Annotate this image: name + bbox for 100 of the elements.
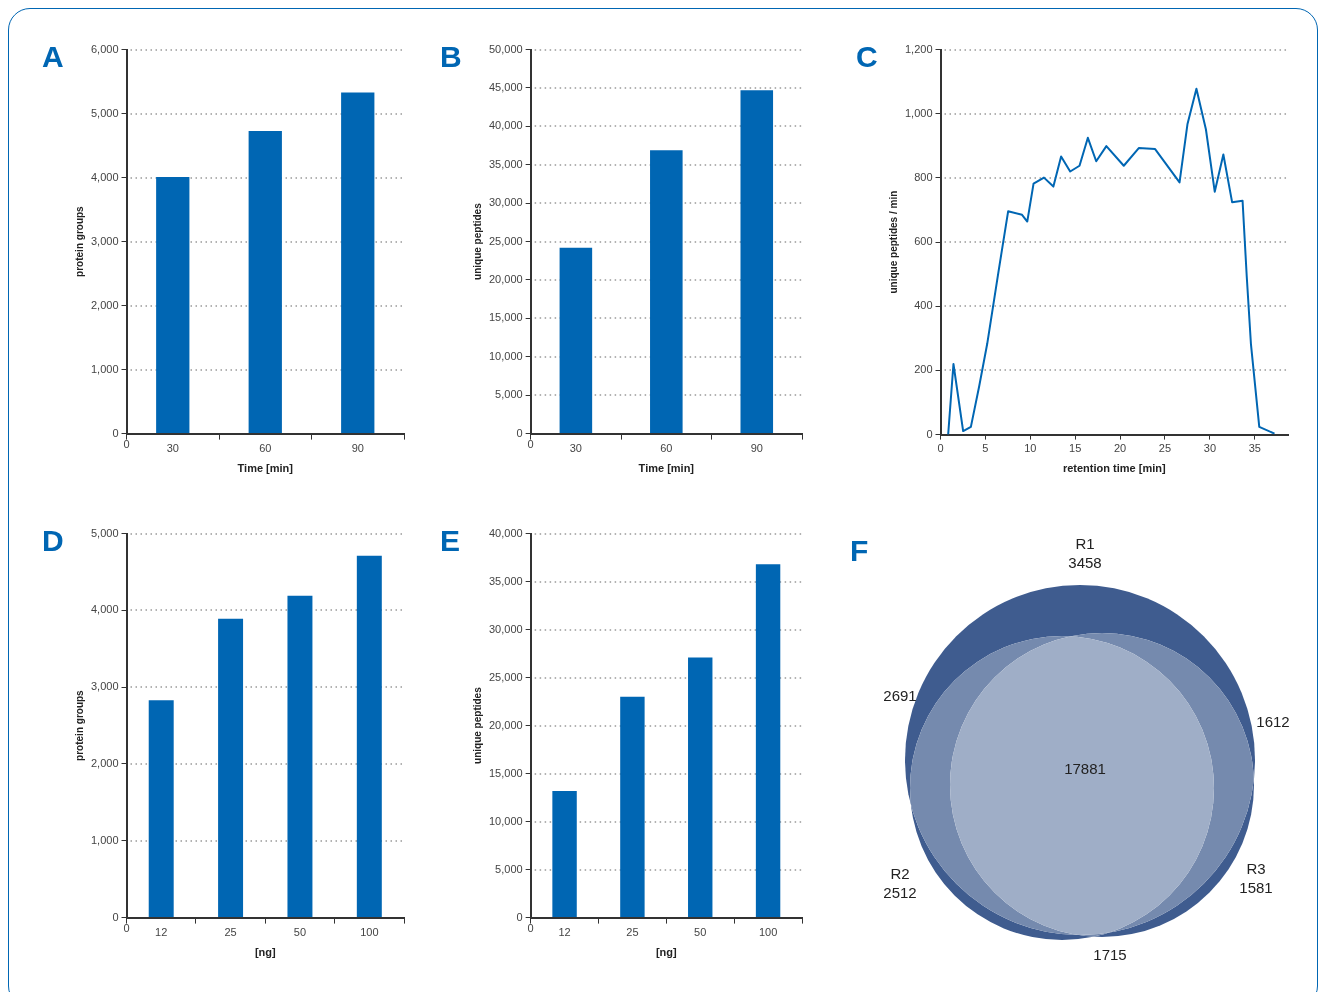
x-axis-title: Time [min] xyxy=(638,462,695,475)
x-tick-label: 25 xyxy=(626,926,639,939)
y-axis-title: protein groups xyxy=(73,205,85,277)
x-tick-label: 12 xyxy=(558,926,571,939)
y-tick-label: 0 xyxy=(516,910,523,923)
bar xyxy=(287,595,313,918)
x-tick-label: 90 xyxy=(750,442,763,455)
x-tick-label: 35 xyxy=(1248,442,1261,455)
x-tick-label: 50 xyxy=(694,926,707,939)
y-tick-label: 0 xyxy=(926,427,933,440)
category-label: R3 xyxy=(1246,860,1266,878)
text: 1715 xyxy=(1093,946,1127,964)
x-axis-title: [ng] xyxy=(254,946,276,959)
text: F xyxy=(850,534,869,568)
x-tick-label: 50 xyxy=(293,926,307,939)
bar xyxy=(755,564,781,918)
data-label: 3458 xyxy=(1068,554,1102,572)
y-tick-label: 40,000 xyxy=(488,526,523,539)
x-tick-label: 25 xyxy=(1158,442,1172,455)
data-label: 1581 xyxy=(1239,879,1273,897)
y-tick-label: 200 xyxy=(914,363,933,376)
y-tick-label: 10,000 xyxy=(488,349,523,362)
bar xyxy=(356,555,382,918)
y-tick-label: 3,000 xyxy=(91,680,119,693)
y-tick-label: 0 xyxy=(516,426,523,439)
x-tick-label: 90 xyxy=(351,442,364,455)
bar xyxy=(650,150,683,434)
x-tick-label: 60 xyxy=(259,442,272,455)
y-axis-title: unique peptides / min xyxy=(887,190,899,294)
y-tick-label: 1,000 xyxy=(91,833,119,846)
y-tick-label: 35,000 xyxy=(488,574,523,587)
y-tick-label: 0 xyxy=(112,910,119,923)
chart-title: B xyxy=(440,40,462,74)
data-label: 2512 xyxy=(883,884,917,902)
bar xyxy=(740,90,774,434)
y-tick-label: 30,000 xyxy=(488,196,523,209)
text: 2691 xyxy=(883,687,917,705)
y-tick-label: 6,000 xyxy=(91,42,119,55)
text: 17881 xyxy=(1064,760,1106,778)
y-tick-label: 45,000 xyxy=(488,81,523,94)
x-tick-label: 30 xyxy=(166,442,179,455)
y-axis-title: unique peptides xyxy=(471,202,483,280)
bar xyxy=(559,247,593,434)
y-tick-label: 2,000 xyxy=(91,757,119,770)
y-tick-label: 50,000 xyxy=(488,42,523,55)
y-tick-label: 4,000 xyxy=(91,603,119,616)
x-tick-label: 60 xyxy=(660,442,673,455)
category-label: R1 xyxy=(1075,535,1095,553)
y-tick-label: 10,000 xyxy=(488,814,523,827)
text: 1612 xyxy=(1256,713,1290,731)
x-tick-label: 5 xyxy=(982,442,989,455)
bar xyxy=(148,700,174,918)
x-tick-label: 0 xyxy=(937,442,944,455)
x-tick-label: 30 xyxy=(569,442,582,455)
x-tick-label: 12 xyxy=(155,926,168,939)
y-tick-label: 1,200 xyxy=(905,42,933,55)
y-tick-label: 3,000 xyxy=(91,234,119,247)
y-tick-label: 35,000 xyxy=(488,157,523,170)
bar xyxy=(620,696,645,918)
chart-title: A xyxy=(42,40,64,74)
x-tick-label: 25 xyxy=(224,926,237,939)
y-tick-label: 5,000 xyxy=(495,388,523,401)
bar xyxy=(248,130,282,434)
y-tick-label: 40,000 xyxy=(488,119,523,132)
y-tick-label: 4,000 xyxy=(91,170,119,183)
y-tick-label: 30,000 xyxy=(488,622,523,635)
y-tick-label: 5,000 xyxy=(91,526,119,539)
y-tick-label: 2,000 xyxy=(91,298,119,311)
y-axis-title: protein groups xyxy=(73,689,85,761)
y-tick-label: 25,000 xyxy=(488,234,523,247)
y-tick-label: 1,000 xyxy=(905,106,933,119)
y-tick-label: 25,000 xyxy=(488,670,523,683)
chart-title: E xyxy=(440,524,461,558)
x-tick-label: 15 xyxy=(1069,442,1082,455)
category-label: R2 xyxy=(890,865,910,883)
y-axis-title: unique peptides xyxy=(471,686,483,764)
y-tick-label: 0 xyxy=(112,426,119,439)
y-tick-label: 5,000 xyxy=(91,106,119,119)
bar xyxy=(341,92,375,434)
y-tick-label: 15,000 xyxy=(488,311,523,324)
y-tick-label: 400 xyxy=(914,299,933,312)
x-axis-title: [ng] xyxy=(655,946,678,959)
y-tick-label: 800 xyxy=(914,170,933,183)
y-tick-label: 20,000 xyxy=(488,273,523,286)
bar xyxy=(552,790,577,918)
x-axis-title: Time [min] xyxy=(237,462,294,475)
y-tick-label: 1,000 xyxy=(91,362,119,375)
chart-title: C xyxy=(856,40,878,74)
x-tick-label: 10 xyxy=(1024,442,1037,455)
x-axis-title: retention time [min] xyxy=(1062,462,1166,475)
y-tick-label: 15,000 xyxy=(488,766,523,779)
x-tick-label: 100 xyxy=(758,926,778,939)
chart-title: D xyxy=(42,524,64,558)
x-tick-label: 30 xyxy=(1203,442,1217,455)
bar xyxy=(218,618,244,918)
y-tick-label: 600 xyxy=(914,235,933,248)
y-tick-label: 20,000 xyxy=(488,718,523,731)
x-tick-label: 100 xyxy=(360,926,379,939)
bar xyxy=(688,657,713,918)
x-tick-label: 20 xyxy=(1113,442,1127,455)
